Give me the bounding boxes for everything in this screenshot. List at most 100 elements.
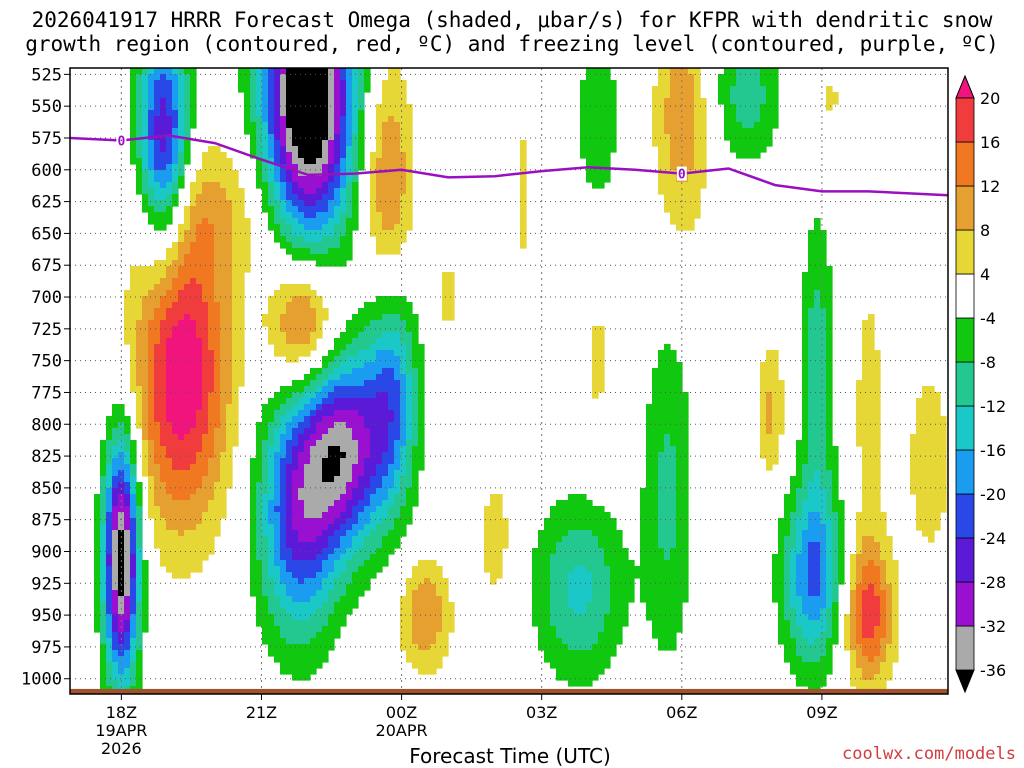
omega-cell (658, 110, 665, 117)
omega-cell (820, 398, 827, 405)
omega-cell (358, 482, 365, 489)
omega-cell (226, 320, 233, 327)
omega-cell (826, 398, 833, 405)
omega-cell (346, 512, 353, 519)
omega-cell (328, 116, 335, 123)
omega-cell (226, 284, 233, 291)
omega-cell (376, 440, 383, 447)
omega-cell (760, 374, 767, 381)
omega-cell (208, 248, 215, 255)
omega-cell (220, 482, 227, 489)
omega-cell (928, 392, 935, 399)
omega-cell (394, 230, 401, 237)
omega-cell (346, 470, 353, 477)
omega-cell (346, 116, 353, 123)
omega-cell (178, 392, 185, 399)
omega-cell (652, 476, 659, 483)
omega-cell (502, 518, 509, 525)
omega-cell (238, 242, 245, 249)
omega-cell (376, 188, 383, 195)
omega-cell (388, 206, 395, 213)
omega-cell (400, 158, 407, 165)
omega-cell (286, 170, 293, 177)
omega-cell (148, 338, 155, 345)
omega-cell (256, 488, 263, 495)
omega-cell (274, 98, 281, 105)
omega-cell (262, 440, 269, 447)
omega-cell (694, 146, 701, 153)
omega-cell (358, 140, 365, 147)
omega-cell (286, 206, 293, 213)
omega-cell (118, 542, 125, 549)
omega-cell (202, 512, 209, 519)
omega-cell (274, 230, 281, 237)
omega-cell (802, 410, 809, 417)
omega-cell (664, 476, 671, 483)
omega-cell (160, 296, 167, 303)
omega-cell (328, 452, 335, 459)
omega-cell (394, 398, 401, 405)
omega-cell (382, 464, 389, 471)
omega-cell (352, 482, 359, 489)
omega-cell (496, 512, 503, 519)
omega-cell (400, 398, 407, 405)
omega-cell (310, 146, 317, 153)
omega-cell (670, 140, 677, 147)
omega-cell (598, 512, 605, 519)
omega-cell (250, 488, 257, 495)
omega-cell (148, 110, 155, 117)
omega-cell (646, 530, 653, 537)
omega-cell (346, 194, 353, 201)
omega-cell (754, 98, 761, 105)
omega-cell (166, 506, 173, 513)
omega-cell (292, 200, 299, 207)
omega-cell (310, 206, 317, 213)
omega-cell (556, 542, 563, 549)
omega-cell (610, 86, 617, 93)
omega-cell (250, 134, 257, 141)
omega-cell (682, 194, 689, 201)
omega-cell (214, 416, 221, 423)
omega-cell (310, 368, 317, 375)
omega-cell (250, 518, 257, 525)
omega-cell (592, 182, 599, 189)
omega-cell (382, 170, 389, 177)
omega-cell (664, 146, 671, 153)
omega-cell (808, 374, 815, 381)
omega-cell (178, 548, 185, 555)
omega-cell (652, 374, 659, 381)
omega-cell (196, 296, 203, 303)
omega-cell (820, 374, 827, 381)
omega-cell (100, 542, 107, 549)
omega-cell (856, 434, 863, 441)
omega-cell (202, 404, 209, 411)
omega-cell (172, 110, 179, 117)
omega-cell (604, 548, 611, 555)
omega-cell (160, 482, 167, 489)
omega-cell (214, 308, 221, 315)
omega-cell (922, 446, 929, 453)
omega-cell (262, 320, 269, 327)
omega-cell (766, 374, 773, 381)
omega-cell (178, 152, 185, 159)
omega-cell (736, 152, 743, 159)
omega-cell (304, 524, 311, 531)
omega-cell (286, 308, 293, 315)
omega-cell (154, 332, 161, 339)
omega-cell (886, 536, 893, 543)
omega-cell (136, 542, 143, 549)
omega-cell (358, 116, 365, 123)
omega-cell (214, 194, 221, 201)
omega-cell (544, 560, 551, 567)
omega-cell (448, 314, 455, 321)
omega-cell (748, 80, 755, 87)
omega-cell (316, 464, 323, 471)
omega-cell (826, 320, 833, 327)
omega-cell (238, 206, 245, 213)
omega-cell (130, 458, 137, 465)
omega-cell (160, 218, 167, 225)
omega-cell (340, 110, 347, 117)
omega-cell (136, 308, 143, 315)
omega-cell (334, 158, 341, 165)
omega-cell (286, 146, 293, 153)
